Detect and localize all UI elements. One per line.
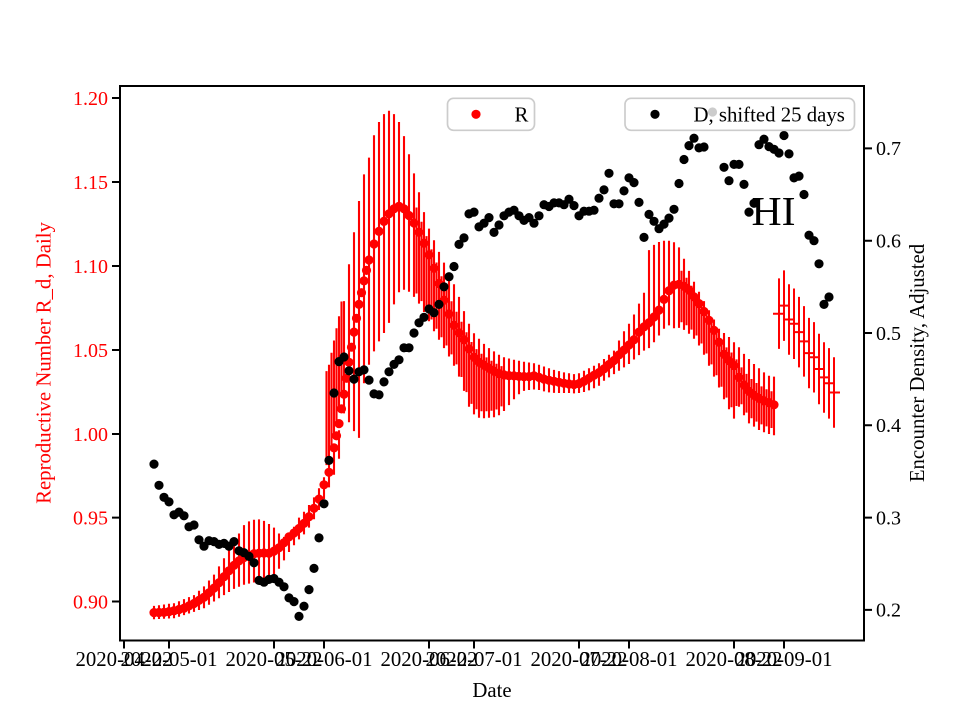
svg-text:0.7: 0.7 xyxy=(876,138,901,160)
svg-text:2020-06-01: 2020-06-01 xyxy=(275,648,372,671)
svg-text:Reproductive Number R_d, Daily: Reproductive Number R_d, Daily xyxy=(33,221,56,503)
svg-text:0.3: 0.3 xyxy=(876,507,901,529)
svg-text:0.90: 0.90 xyxy=(73,591,108,613)
svg-text:2020-08-22: 2020-08-22 xyxy=(685,648,782,671)
svg-text:2020-06-22: 2020-06-22 xyxy=(380,648,477,671)
svg-text:R: R xyxy=(515,104,529,127)
svg-text:2020-08-01: 2020-08-01 xyxy=(580,648,677,671)
svg-text:0.2: 0.2 xyxy=(876,600,901,622)
svg-text:2020-07-22: 2020-07-22 xyxy=(530,648,627,671)
svg-text:2020-05-01: 2020-05-01 xyxy=(120,648,217,671)
svg-text:0.6: 0.6 xyxy=(876,231,901,253)
svg-text:2020-07-01: 2020-07-01 xyxy=(425,648,522,671)
svg-text:0.4: 0.4 xyxy=(876,415,901,437)
svg-text:HI: HI xyxy=(752,189,796,235)
svg-text:1.00: 1.00 xyxy=(73,424,108,446)
svg-text:D, shifted 25 days: D, shifted 25 days xyxy=(694,104,845,127)
svg-text:2020-04-22: 2020-04-22 xyxy=(75,648,172,671)
svg-text:1.15: 1.15 xyxy=(73,172,108,194)
svg-text:1.10: 1.10 xyxy=(73,256,108,278)
svg-text:1.05: 1.05 xyxy=(73,340,108,362)
svg-text:2020-05-22: 2020-05-22 xyxy=(225,648,322,671)
svg-text:Encounter Density, Adjusted: Encounter Density, Adjusted xyxy=(906,243,929,482)
svg-text:Date: Date xyxy=(472,679,511,702)
svg-text:0.95: 0.95 xyxy=(73,507,108,529)
svg-text:1.20: 1.20 xyxy=(73,88,108,110)
svg-text:2020-09-01: 2020-09-01 xyxy=(735,648,832,671)
svg-text:0.5: 0.5 xyxy=(876,323,901,345)
